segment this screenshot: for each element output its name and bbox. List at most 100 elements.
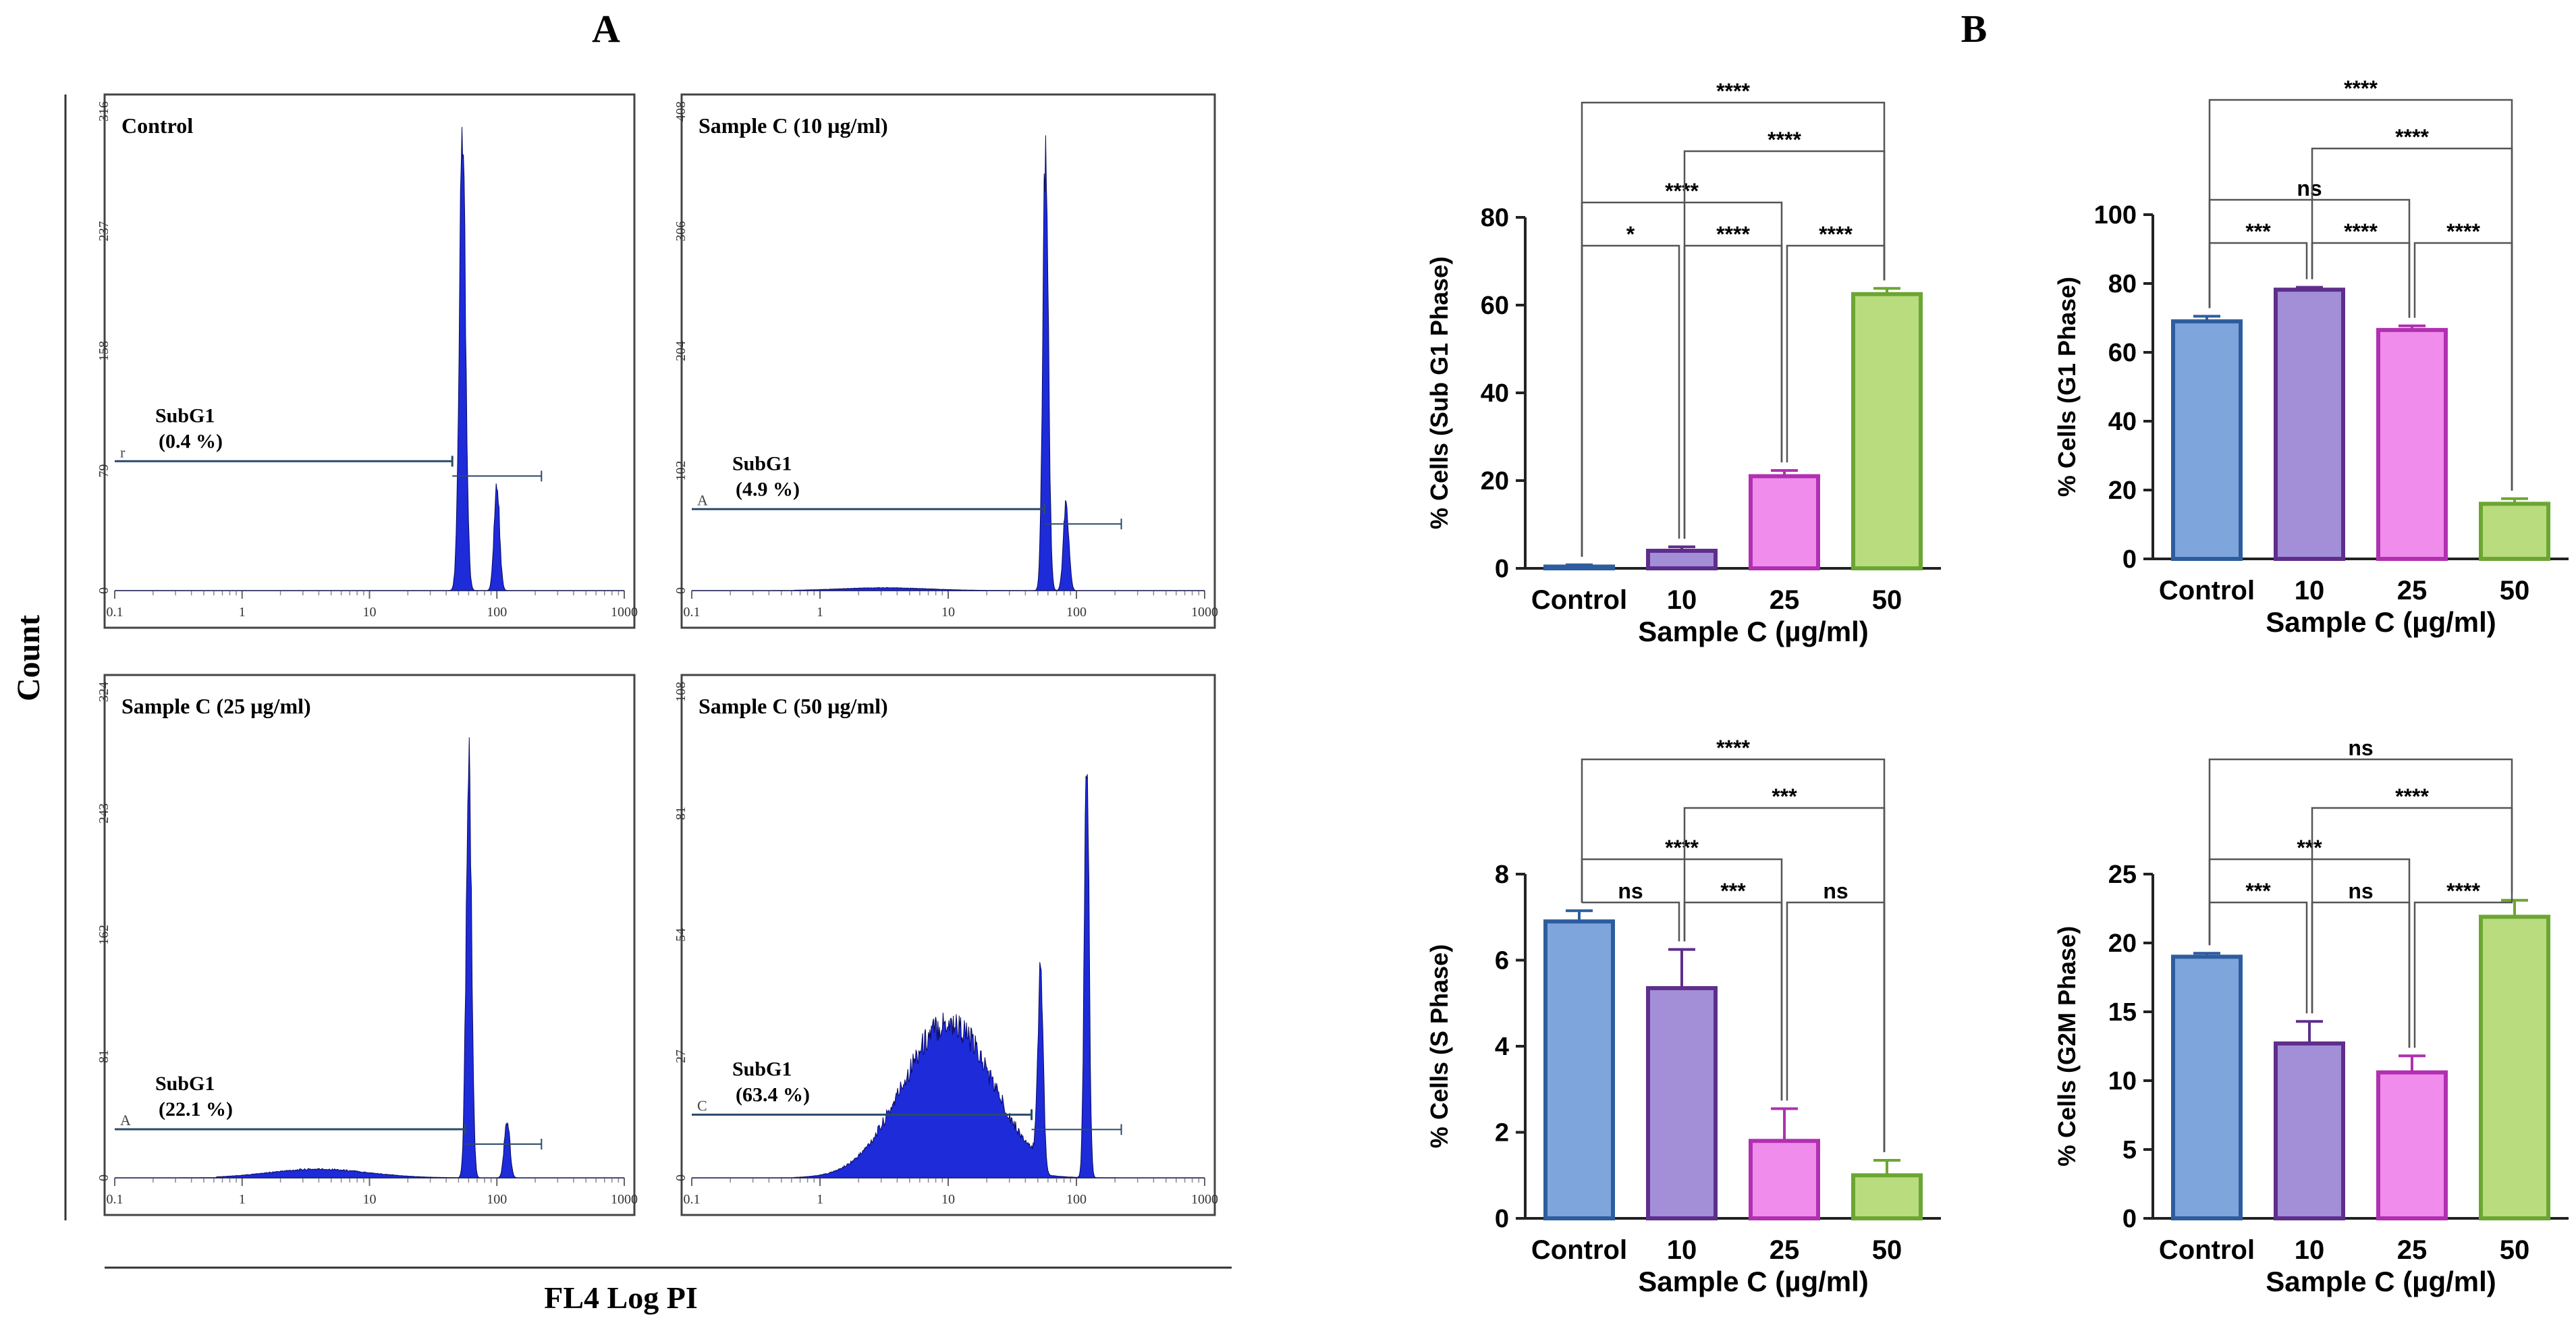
panel-a-histograms: 0.1 1 10 100 1000079158237316rControlSubG1(0… <box>97 93 1218 1216</box>
bar <box>1646 549 1718 570</box>
y-tick-label: 20 <box>2108 477 2137 505</box>
bar <box>2274 1041 2345 1221</box>
significance-label: **** <box>2446 219 2480 244</box>
histogram-y-tick-label: 0 <box>674 587 688 594</box>
histogram-x-tick-label: 100 <box>487 605 507 620</box>
significance-label: *** <box>2297 836 2322 860</box>
histogram-x-tick-label: 10 <box>363 605 377 620</box>
histogram-title: Control <box>121 113 193 138</box>
significance-label: **** <box>2344 76 2378 101</box>
histogram-x-tick-label: 1000 <box>1191 605 1218 620</box>
subg1-percent: (63.4 %) <box>736 1083 810 1106</box>
subg1-label: SubG1 <box>732 1058 792 1080</box>
histogram-x-tick-label: 0.1 <box>684 605 701 620</box>
significance-bracket <box>1581 758 1886 1152</box>
histogram-x-tick-label: 1 <box>239 1192 246 1207</box>
y-axis-label: % Cells (S Phase) <box>1425 944 1453 1148</box>
histogram-x-tick-label: 100 <box>1066 605 1087 620</box>
histogram-y-tick-label: 27 <box>674 1050 688 1063</box>
histogram-title: Sample C (25 µg/ml) <box>121 694 311 718</box>
x-tick-label: Control <box>1531 1235 1627 1265</box>
histogram-x-tick-label: 1 <box>817 1192 823 1207</box>
significance-label: **** <box>1767 128 1801 152</box>
bar <box>2171 954 2243 1221</box>
x-axis-label: Sample C (µg/ml) <box>2266 606 2496 638</box>
significance-label: **** <box>2395 784 2429 809</box>
y-tick-label: 40 <box>1481 379 1509 408</box>
y-tick-label: 20 <box>1481 467 1509 495</box>
x-tick-label: 25 <box>1770 1235 1800 1265</box>
histogram-y-tick-label: 79 <box>97 464 111 478</box>
bar <box>2376 327 2448 561</box>
x-axis-label: Sample C (µg/ml) <box>1638 616 1869 647</box>
y-axis-label: % Cells (G1 Phase) <box>2053 277 2081 497</box>
bar <box>2479 502 2550 562</box>
histogram-curve <box>115 127 624 591</box>
subg1-label: SubG1 <box>732 452 792 475</box>
significance-label: ns <box>1823 879 1848 903</box>
significance-bracket <box>1581 101 1886 557</box>
bar <box>2376 1070 2448 1221</box>
bar <box>2171 319 2243 561</box>
x-tick-label: 25 <box>2397 576 2428 605</box>
histogram-x-tick-label: 1 <box>239 605 246 620</box>
x-tick-label: Control <box>2159 576 2255 605</box>
y-tick-label: 100 <box>2094 201 2137 229</box>
histogram-x-tick-label: 1000 <box>611 1192 638 1207</box>
y-tick-label: 60 <box>1481 292 1509 320</box>
histogram-x-tick-label: 0.1 <box>107 1192 124 1207</box>
bar <box>1851 1173 1923 1220</box>
y-tick-label: 40 <box>2108 408 2137 436</box>
x-tick-label: 10 <box>2295 576 2325 605</box>
significance-bracket <box>2208 99 2513 491</box>
significance-label: *** <box>2245 879 2271 903</box>
significance-label: **** <box>1665 179 1699 203</box>
histogram-y-tick-label: 81 <box>674 807 688 820</box>
y-tick-label: 2 <box>1495 1119 1509 1147</box>
subg1-percent: (0.4 %) <box>159 430 223 452</box>
panel-b-bar-charts: 0 20 40 60 80 % Cells (Sub G1 Phase) Control 10… <box>1425 76 2569 1297</box>
histogram-y-tick-label: 316 <box>97 101 111 121</box>
histogram-y-tick-label: 243 <box>97 803 111 823</box>
histogram-y-tick-label: 0 <box>674 1174 688 1181</box>
histogram-y-tick-label: 204 <box>674 341 688 361</box>
histogram-panel: 0.1 1 10 100 1000 0 81 162 243 324 A Sample C (25 µ… <box>97 674 638 1216</box>
y-axis-label: % Cells (Sub G1 Phase) <box>1425 256 1453 529</box>
bar <box>2479 915 2550 1220</box>
histogram-x-tick-label: 10 <box>941 1192 955 1207</box>
significance-label: **** <box>2446 879 2480 903</box>
histogram-y-tick-label: 408 <box>674 101 688 121</box>
significance-label: * <box>1626 222 1635 246</box>
y-tick-label: 0 <box>1495 555 1509 583</box>
histogram-y-tick-label: 0 <box>97 587 111 594</box>
significance-label: *** <box>1772 784 1797 809</box>
histogram-panel: 0.1 1 10 100 1000 0 79 158 237 316 r Control SubG1 (0… <box>97 93 638 629</box>
histogram-title: Sample C (50 µg/ml) <box>698 694 888 718</box>
significance-label: ns <box>2348 736 2373 760</box>
panel-a-x-axis-label: FL4 Log PI <box>544 1280 697 1315</box>
y-tick-label: 20 <box>2108 929 2137 958</box>
histogram-y-tick-label: 81 <box>97 1050 111 1063</box>
subg1-label: SubG1 <box>155 404 215 427</box>
y-axis-label: % Cells (G2M Phase) <box>2053 926 2081 1166</box>
histogram-y-tick-label: 306 <box>674 221 688 242</box>
y-tick-label: 5 <box>2122 1136 2137 1164</box>
bar <box>1543 564 1615 571</box>
gate-marker-letter: C <box>697 1097 707 1114</box>
subg1-percent: (4.9 %) <box>736 478 800 500</box>
x-axis-label: Sample C (µg/ml) <box>1638 1266 1869 1297</box>
histogram-x-tick-label: 0.1 <box>107 605 124 620</box>
x-tick-label: 50 <box>1872 585 1902 615</box>
bar <box>1749 1139 1820 1220</box>
y-tick-label: 80 <box>2108 270 2137 298</box>
histogram-panel: 0.1 1 10 100 1000 0 27 54 81 108 C Sample C (50 µg/… <box>674 674 1218 1216</box>
panel-a-y-axis-label: Count <box>11 615 47 701</box>
gate-marker-letter: A <box>697 491 708 508</box>
significance-label: **** <box>2344 219 2378 244</box>
histogram-x-tick-label: 10 <box>363 1192 377 1207</box>
significance-label: ns <box>2348 879 2373 903</box>
histogram-curve <box>692 774 1205 1179</box>
histogram-x-tick-label: 1000 <box>1191 1192 1218 1207</box>
histogram-curve <box>692 135 1205 591</box>
